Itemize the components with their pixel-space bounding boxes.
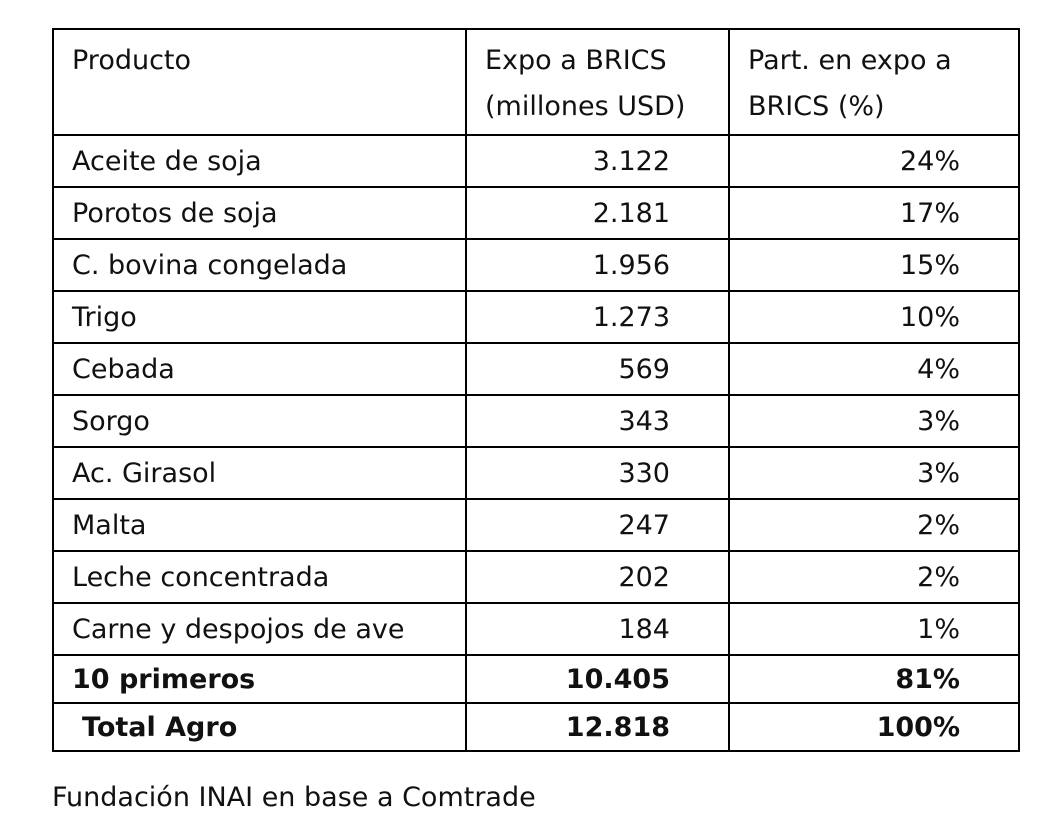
product-cell: Sorgo: [52, 394, 467, 448]
value-cell: 2.181: [465, 186, 730, 240]
value-cell: 10%: [728, 290, 1020, 344]
table-head: Producto Expo a BRICS (millones USD) Par…: [52, 28, 1020, 136]
table-row: Cebada 569 4%: [52, 342, 1020, 396]
value-cell: 24%: [728, 134, 1020, 188]
value-cell: 247: [465, 498, 730, 552]
value-cell: 3.122: [465, 134, 730, 188]
product-cell: C. bovina congelada: [52, 238, 467, 292]
value-cell: 3%: [728, 394, 1020, 448]
product-cell: Leche concentrada: [52, 550, 467, 604]
value-cell: 12.818: [465, 702, 730, 752]
header-cell: Expo a BRICS (millones USD): [465, 28, 730, 136]
value-cell: 1.273: [465, 290, 730, 344]
value-cell: 343: [465, 394, 730, 448]
value-cell: 100%: [728, 702, 1020, 752]
value-cell: 81%: [728, 654, 1020, 703]
header-cell: Producto: [52, 28, 467, 136]
table-row: C. bovina congelada 1.956 15%: [52, 238, 1020, 292]
header-cell: Part. en expo a BRICS (%): [728, 28, 1020, 136]
table-row: Trigo 1.273 10%: [52, 290, 1020, 344]
data-table: Producto Expo a BRICS (millones USD) Par…: [52, 28, 1020, 752]
value-cell: 4%: [728, 342, 1020, 396]
value-cell: 2%: [728, 498, 1020, 552]
table-row: Carne y despojos de ave 184 1%: [52, 602, 1020, 656]
value-cell: 17%: [728, 186, 1020, 240]
value-cell: 1%: [728, 602, 1020, 656]
product-cell: Trigo: [52, 290, 467, 344]
value-cell: 15%: [728, 238, 1020, 292]
product-cell: 10 primeros: [52, 654, 467, 703]
value-cell: 202: [465, 550, 730, 604]
table-row: Sorgo 343 3%: [52, 394, 1020, 448]
table-row: Leche concentrada 202 2%: [52, 550, 1020, 604]
value-cell: 10.405: [465, 654, 730, 703]
source-note: Fundación INAI en base a Comtrade: [52, 782, 536, 813]
table-row: Ac. Girasol 330 3%: [52, 446, 1020, 500]
product-cell: Porotos de soja: [52, 186, 467, 240]
table-row: Malta 247 2%: [52, 498, 1020, 552]
value-cell: 2%: [728, 550, 1020, 604]
value-cell: 1.956: [465, 238, 730, 292]
table-row: Porotos de soja 2.181 17%: [52, 186, 1020, 240]
product-cell: Malta: [52, 498, 467, 552]
table-body: Aceite de soja 3.122 24% Porotos de soja 2.1…: [52, 134, 1020, 752]
total-row: Total Agro 12.818 100%: [52, 702, 1020, 752]
header-row: Producto Expo a BRICS (millones USD) Par…: [52, 28, 1020, 136]
product-cell: Carne y despojos de ave: [52, 602, 467, 656]
product-cell: Ac. Girasol: [52, 446, 467, 500]
product-cell: Aceite de soja: [52, 134, 467, 188]
total-row: 10 primeros 10.405 81%: [52, 654, 1020, 703]
value-cell: 330: [465, 446, 730, 500]
value-cell: 3%: [728, 446, 1020, 500]
product-cell: Total Agro: [52, 702, 467, 752]
table-row: Aceite de soja 3.122 24%: [52, 134, 1020, 188]
value-cell: 184: [465, 602, 730, 656]
product-cell: Cebada: [52, 342, 467, 396]
value-cell: 569: [465, 342, 730, 396]
